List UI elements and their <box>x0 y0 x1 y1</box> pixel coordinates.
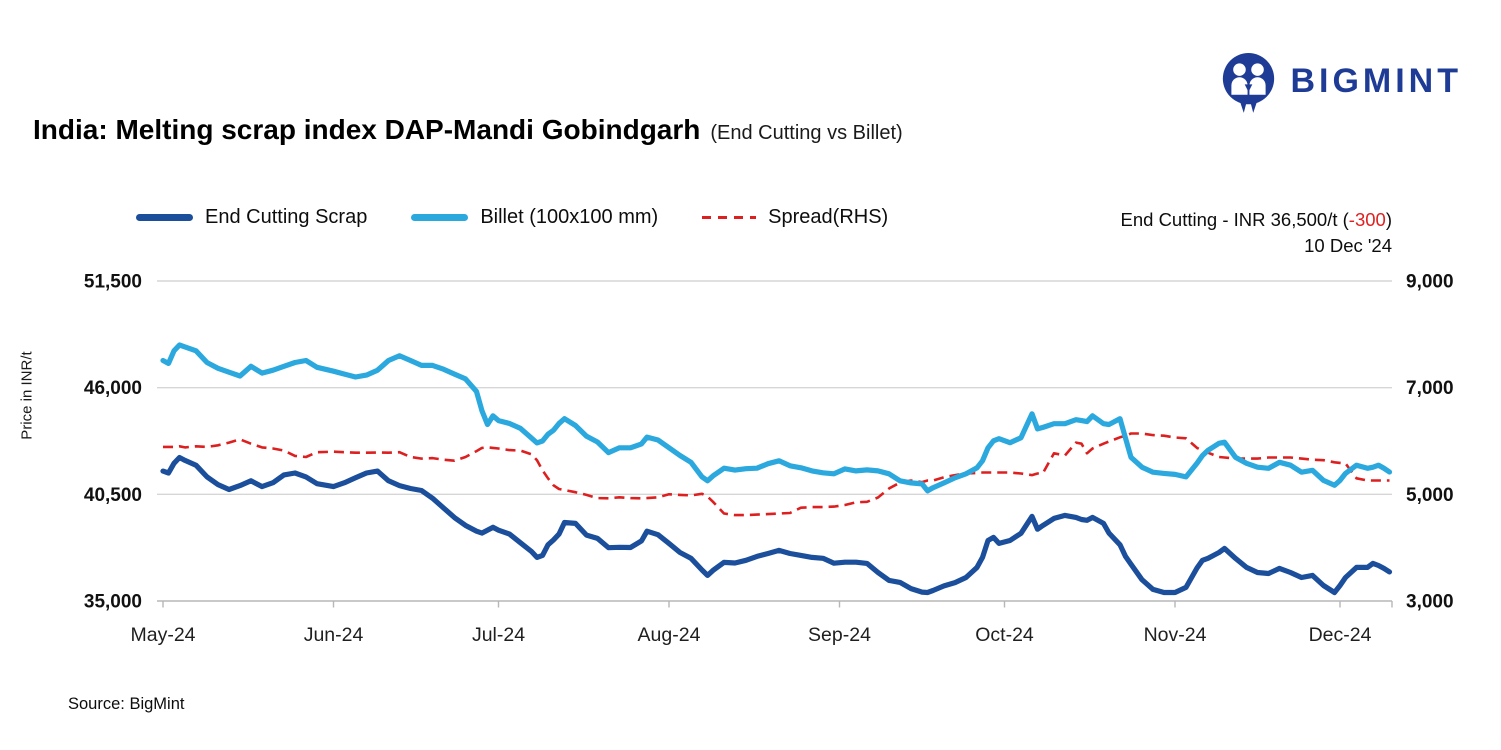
series-line-end-cutting-scrap <box>160 454 1393 596</box>
legend-item-end-cutting-scrap: End Cutting Scrap <box>136 206 367 229</box>
y-right-tick-label: 3,000 <box>1406 592 1454 613</box>
x-axis-tick-label: Nov-24 <box>1144 624 1207 646</box>
chart-legend: End Cutting Scrap Billet (100x100 mm) Sp… <box>136 206 932 229</box>
series-line-spread-rhs <box>163 432 1390 517</box>
x-axis-tick-label: Jul-24 <box>472 624 525 646</box>
price-change-value: -300 <box>1348 209 1386 230</box>
chart-title: India: Melting scrap index DAP-Mandi Gob… <box>33 114 701 145</box>
y-right-tick-label: 5,000 <box>1406 485 1454 506</box>
y-right-tick-label: 9,000 <box>1406 272 1454 293</box>
x-axis-tick-label: Dec-24 <box>1309 624 1372 646</box>
y-left-tick-label: 46,000 <box>84 378 142 399</box>
annotation-date: 10 Dec '24 <box>1304 235 1392 256</box>
brand-logo: BIGMINT <box>1220 50 1462 113</box>
series-line-billet-100x100-mm <box>160 342 1393 494</box>
chart-subtitle: (End Cutting vs Billet) <box>710 122 903 144</box>
end-cutting-line-swatch <box>136 214 193 221</box>
source-note: Source: BigMint <box>68 695 185 713</box>
brand-name: BIGMINT <box>1290 62 1462 100</box>
legend-label: End Cutting Scrap <box>205 206 368 228</box>
page-title: India: Melting scrap index DAP-Mandi Gob… <box>33 114 903 146</box>
bigmint-people-icon <box>1220 50 1277 113</box>
x-axis-tick-label: Jun-24 <box>304 624 364 646</box>
legend-item-spread: Spread(RHS) <box>702 206 888 229</box>
y-left-tick-label: 35,000 <box>84 592 142 613</box>
spread-dashed-swatch <box>702 216 757 219</box>
y-left-tick-label: 51,500 <box>84 272 142 293</box>
x-axis-tick-label: Oct-24 <box>975 624 1034 646</box>
x-axis-tick-label: Aug-24 <box>638 624 701 646</box>
billet-line-swatch <box>411 214 469 221</box>
x-axis-tick-label: Sep-24 <box>808 624 871 646</box>
annotation-price-line: End Cutting - INR 36,500/t (-300) <box>1120 209 1392 230</box>
y-left-tick-label: 40,500 <box>84 485 142 506</box>
latest-price-annotation: End Cutting - INR 36,500/t (-300) 10 Dec… <box>1121 207 1392 259</box>
legend-label: Billet (100x100 mm) <box>480 206 659 228</box>
y-right-tick-label: 7,000 <box>1406 378 1454 399</box>
legend-item-billet: Billet (100x100 mm) <box>411 206 658 229</box>
legend-label: Spread(RHS) <box>768 206 889 228</box>
x-axis-tick-label: May-24 <box>130 624 195 646</box>
